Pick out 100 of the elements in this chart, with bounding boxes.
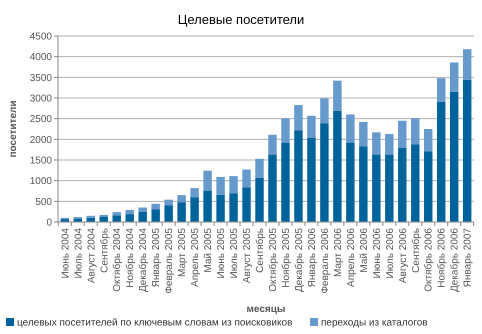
y-tick-label: 2500 (30, 114, 52, 126)
bar (411, 118, 420, 144)
x-tick-label: Декабрь 2006 (450, 228, 461, 292)
bar (112, 212, 121, 216)
bar (242, 170, 251, 188)
bar (125, 214, 134, 222)
x-tick-label: Ноябрь 2006 (436, 228, 448, 288)
bar (462, 49, 472, 80)
bar (424, 151, 432, 222)
bar (151, 204, 160, 210)
bar (372, 154, 381, 222)
y-tick-label: 4000 (30, 52, 52, 64)
x-tick-label: Ноябрь 2004 (125, 228, 136, 288)
bar (398, 120, 407, 148)
bar (320, 98, 329, 124)
y-tick-label: 4500 (30, 32, 52, 42)
x-tick-label: Январь 2006 (306, 228, 318, 288)
bar (151, 209, 160, 222)
bar (398, 148, 407, 222)
bar (112, 215, 121, 222)
bar (359, 122, 368, 146)
bar (450, 92, 458, 222)
bar (346, 142, 355, 222)
bar (437, 102, 446, 222)
x-tick-label: Август 2006 (398, 228, 409, 284)
x-axis-title: месяцы (246, 304, 286, 315)
y-tick-label: 1000 (30, 176, 52, 188)
x-tick-label: Октябрь 2005 (268, 228, 279, 292)
bar (450, 62, 458, 92)
bar (385, 134, 394, 155)
bar (100, 216, 108, 222)
chart-title: Целевые посетители (178, 12, 304, 27)
bar (255, 178, 264, 222)
bar (333, 80, 342, 111)
x-tick-label: Декабрь 2005 (294, 228, 305, 292)
y-tick-label: 3000 (30, 94, 52, 104)
legend-label: переходы из каталогов (321, 318, 428, 328)
bar (138, 208, 147, 212)
bar (229, 193, 238, 222)
x-tick-label: Июнь 2005 (216, 228, 228, 278)
x-tick-label: Март 2006 (332, 228, 344, 277)
bar (307, 116, 316, 138)
bar (203, 191, 212, 222)
x-tick-label: Апрель 2006 (346, 228, 357, 287)
bar (281, 118, 290, 143)
bar (307, 138, 316, 222)
y-axis-title: посетители (8, 100, 19, 158)
bar (125, 210, 134, 214)
bar (229, 176, 238, 194)
bar (74, 218, 82, 222)
x-tick-label: Сентябрь (255, 228, 266, 273)
y-tick-label: 1500 (30, 156, 52, 166)
bar (164, 200, 173, 206)
x-tick-label: Март 2005 (177, 228, 188, 277)
x-tick-label: Октябрь 2004 (112, 228, 124, 292)
x-tick-label: Октябрь 2006 (424, 228, 435, 292)
x-tick-label: Декабрь 2004 (138, 228, 150, 292)
bar (372, 132, 381, 155)
x-tick-label: Июль 2005 (229, 228, 240, 279)
x-tick-label: Ноябрь 2005 (280, 228, 292, 288)
x-tick-label: Август 2004 (86, 228, 98, 284)
bar (268, 154, 277, 222)
x-tick-label: Июнь 2004 (60, 228, 72, 278)
bar (294, 105, 303, 130)
bar (333, 110, 342, 222)
x-tick-label: Февраль 2006 (320, 228, 331, 294)
x-tick-label: Апрель 2005 (190, 228, 202, 287)
bar (424, 129, 432, 152)
bar (320, 123, 329, 222)
bar (294, 130, 303, 222)
bar (437, 78, 446, 102)
x-tick-label: Июль 2006 (384, 228, 396, 279)
x-tick-label: Май 2006 (358, 228, 370, 273)
bar (177, 195, 186, 202)
bar (164, 205, 173, 222)
x-tick-label: Июль 2004 (73, 228, 84, 279)
bar (216, 176, 225, 195)
y-tick-label: 3500 (30, 72, 52, 84)
bar (281, 142, 290, 222)
x-tick-label: Январь 2005 (151, 228, 162, 288)
bar (411, 144, 420, 222)
y-tick-label: 500 (35, 196, 52, 208)
x-tick-label: Май 2005 (203, 228, 214, 273)
bar (385, 154, 394, 222)
bar (216, 194, 225, 222)
x-tick-label: Июнь 2006 (372, 228, 383, 278)
bar (177, 202, 186, 222)
legend-label: целевых посетителей по ключевым словам из поисковиков (17, 318, 292, 328)
bar (242, 187, 251, 222)
x-tick-label: Февраль 2005 (164, 228, 176, 294)
y-tick-label: 2000 (30, 134, 52, 146)
bar (268, 134, 277, 155)
bar (190, 197, 199, 222)
bar (138, 212, 147, 222)
x-tick-label: Сентябрь (410, 228, 422, 273)
x-tick-label: Август 2005 (242, 228, 254, 284)
x-tick-label: Январь 2007 (462, 228, 474, 288)
bar (462, 80, 472, 222)
bar (346, 114, 355, 143)
bar (255, 158, 264, 178)
